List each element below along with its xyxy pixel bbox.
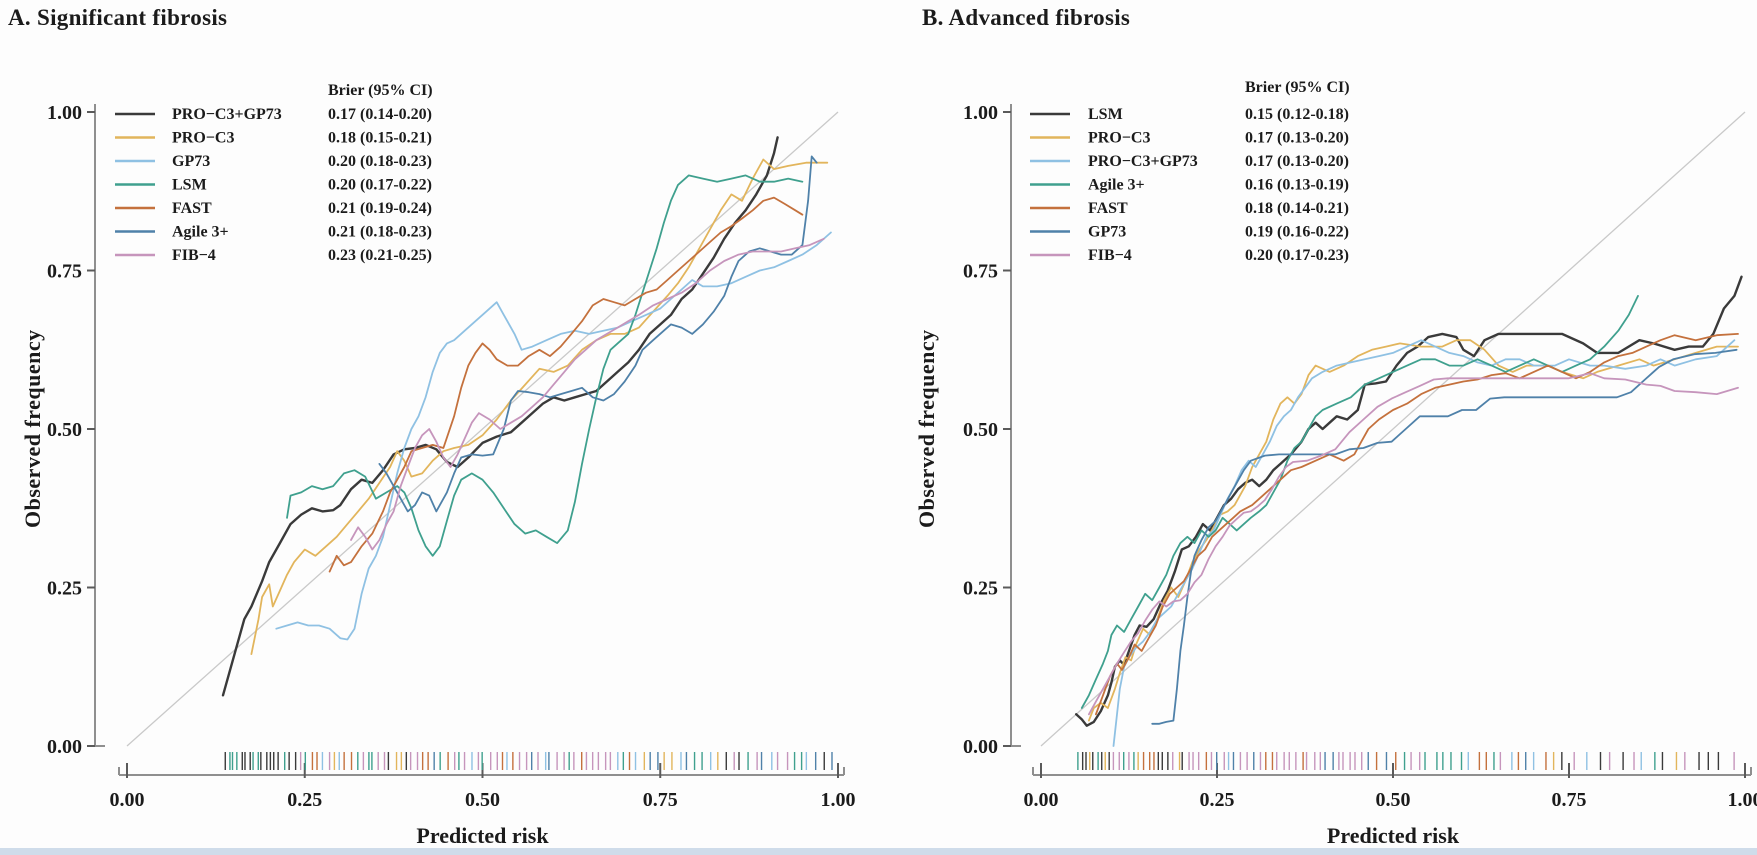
legend-brier-value: 0.18 (0.14-0.21): [1245, 200, 1349, 217]
diagonal-reference-line: [1040, 111, 1746, 747]
y-axis: 0.00 0.25 0.50 0.75 1.00: [47, 102, 105, 758]
x-tick-label: 0.25: [287, 789, 322, 811]
legend-row-pro-c3: PRO−C3 0.18 (0.15-0.21): [115, 130, 432, 147]
legend-label: FIB−4: [172, 247, 216, 264]
series-line-pro-c3: [250, 158, 829, 655]
legend-brier-value: 0.21 (0.18-0.23): [328, 224, 432, 241]
diagonal-reference-line: [126, 111, 839, 747]
legend-row-fast: FAST 0.18 (0.14-0.21): [1030, 200, 1349, 217]
legend-label: GP73: [172, 153, 210, 170]
legend-label: PRO−C3: [1088, 130, 1150, 147]
legend-brier-value: 0.20 (0.18-0.23): [328, 153, 432, 170]
y-tick-label: 1.00: [963, 102, 998, 124]
panel-a: 0.00 0.25 0.50 0.75 1.00 0.00 0.25 0.50 0.75 1.00…: [47, 82, 856, 811]
y-tick-label: 0.25: [963, 578, 998, 600]
y-tick-label: 0.50: [47, 419, 82, 441]
legend-brier-value: 0.20 (0.17-0.22): [328, 177, 432, 194]
legend-brier-value: 0.20 (0.17-0.23): [1245, 247, 1349, 264]
y-tick-label: 0.75: [47, 261, 82, 283]
legend-row-fib-4: FIB−4 0.23 (0.21-0.25): [115, 247, 432, 264]
legend-brier-value: 0.23 (0.21-0.25): [328, 247, 432, 264]
legend-brier-value: 0.17 (0.13-0.20): [1245, 130, 1349, 147]
legend-brier-value: 0.18 (0.15-0.21): [328, 130, 432, 147]
panel-b: 0.00 0.25 0.50 0.75 1.00 0.00 0.25 0.50 0.75 1.00…: [963, 79, 1757, 811]
x-tick-label: 0.50: [465, 789, 500, 811]
x-tick-label: 0.50: [1376, 789, 1411, 811]
rug-plot: [224, 752, 833, 770]
x-tick-label: 1.00: [821, 789, 856, 811]
legend-brier-value: 0.19 (0.16-0.22): [1245, 224, 1349, 241]
legend-row-lsm: LSM 0.20 (0.17-0.22): [115, 177, 432, 194]
legend-row-fast: FAST 0.21 (0.19-0.24): [115, 200, 432, 217]
legend-row-pro-c3: PRO−C3 0.17 (0.13-0.20): [1030, 130, 1349, 147]
y-axis: 0.00 0.25 0.50 0.75 1.00: [963, 102, 1021, 758]
series-line-pro-c3: [1088, 339, 1739, 722]
legend-brier-value: 0.16 (0.13-0.19): [1245, 177, 1349, 194]
series-line-agile-3: [1080, 295, 1639, 709]
legend-row-agile-3: Agile 3+ 0.16 (0.13-0.19): [1030, 177, 1349, 194]
rug-plot: [1077, 752, 1735, 770]
y-tick-label: 0.50: [963, 419, 998, 441]
y-tick-label: 0.00: [47, 736, 82, 758]
series-line-pro-c3-gp73: [221, 136, 779, 697]
x-tick-label: 1.00: [1728, 789, 1757, 811]
legend: Brier (95% CI) PRO−C3+GP73 0.17 (0.14-0.20…: [115, 82, 433, 264]
series-line-fib-4: [1088, 372, 1739, 716]
legend-label: FAST: [172, 200, 212, 217]
series-line-lsm: [286, 174, 804, 557]
legend-label: Agile 3+: [172, 224, 229, 241]
legend-row-pro-c3-gp73: PRO−C3+GP73 0.17 (0.13-0.20): [1030, 153, 1349, 170]
panel-b-y-axis-label: Observed frequency: [914, 329, 939, 529]
y-tick-label: 0.00: [963, 736, 998, 758]
bottom-edge-strip: [0, 848, 1757, 855]
legend-brier-value: 0.15 (0.12-0.18): [1245, 106, 1349, 123]
legend-label: FAST: [1088, 200, 1128, 217]
legend-row-agile-3: Agile 3+ 0.21 (0.18-0.23): [115, 224, 432, 241]
legend-row-lsm: LSM 0.15 (0.12-0.18): [1030, 106, 1349, 123]
legend-brier-value: 0.17 (0.14-0.20): [328, 106, 432, 123]
series-line-fast: [328, 196, 804, 573]
y-tick-label: 1.00: [47, 102, 82, 124]
y-tick-label: 0.75: [963, 261, 998, 283]
panel-b-x-axis-label: Predicted risk: [1326, 823, 1460, 848]
panel-a-title: A. Significant fibrosis: [8, 5, 228, 30]
legend-brier-value: 0.21 (0.19-0.24): [328, 200, 432, 217]
series-line-pro-c3-gp73: [1112, 339, 1736, 747]
x-tick-label: 0.75: [1552, 789, 1587, 811]
legend-row-fib-4: FIB−4 0.20 (0.17-0.23): [1030, 247, 1349, 264]
legend-label: FIB−4: [1088, 247, 1132, 264]
legend-row-gp73: GP73 0.20 (0.18-0.23): [115, 153, 432, 170]
series-line-fib-4: [350, 237, 825, 551]
legend-label: Agile 3+: [1088, 177, 1145, 194]
panel-a-y-axis-label: Observed frequency: [20, 329, 45, 529]
legend-label: LSM: [172, 177, 207, 194]
legend-label: PRO−C3: [172, 130, 234, 147]
series-line-fast: [1095, 333, 1739, 716]
legend-label: PRO−C3+GP73: [1088, 153, 1198, 170]
x-tick-label: 0.00: [110, 789, 145, 811]
legend-row-gp73: GP73 0.19 (0.16-0.22): [1030, 224, 1349, 241]
legend: Brier (95% CI) LSM 0.15 (0.12-0.18) PRO−C3 0…: [1030, 79, 1350, 264]
y-tick-label: 0.25: [47, 578, 82, 600]
x-tick-label: 0.25: [1200, 789, 1235, 811]
legend-label: PRO−C3+GP73: [172, 106, 282, 123]
x-tick-label: 0.75: [643, 789, 678, 811]
legend-label: LSM: [1088, 106, 1123, 123]
panel-a-x-axis-label: Predicted risk: [416, 823, 549, 848]
legend-label: GP73: [1088, 224, 1126, 241]
x-tick-label: 0.00: [1024, 789, 1059, 811]
legend-header: Brier (95% CI): [1245, 79, 1350, 96]
legend-header: Brier (95% CI): [328, 82, 433, 99]
series-line-gp73: [275, 231, 832, 641]
legend-row-pro-c3-gp73: PRO−C3+GP73 0.17 (0.14-0.20): [115, 106, 432, 123]
series-line-gp73: [1151, 348, 1738, 725]
panel-b-title: B. Advanced fibrosis: [922, 5, 1131, 30]
x-axis: 0.00 0.25 0.50 0.75 1.00: [110, 763, 856, 811]
legend-brier-value: 0.17 (0.13-0.20): [1245, 153, 1349, 170]
x-axis: 0.00 0.25 0.50 0.75 1.00: [1024, 763, 1757, 811]
